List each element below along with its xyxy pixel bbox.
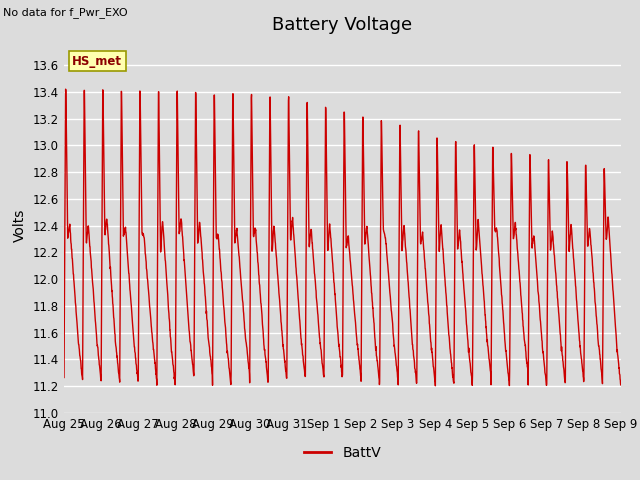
Legend: BattV: BattV [298, 441, 387, 466]
Title: Battery Voltage: Battery Voltage [273, 16, 412, 34]
Text: No data for f_Pwr_EXO: No data for f_Pwr_EXO [3, 7, 128, 18]
Y-axis label: Volts: Volts [13, 209, 28, 242]
Text: HS_met: HS_met [72, 55, 122, 68]
